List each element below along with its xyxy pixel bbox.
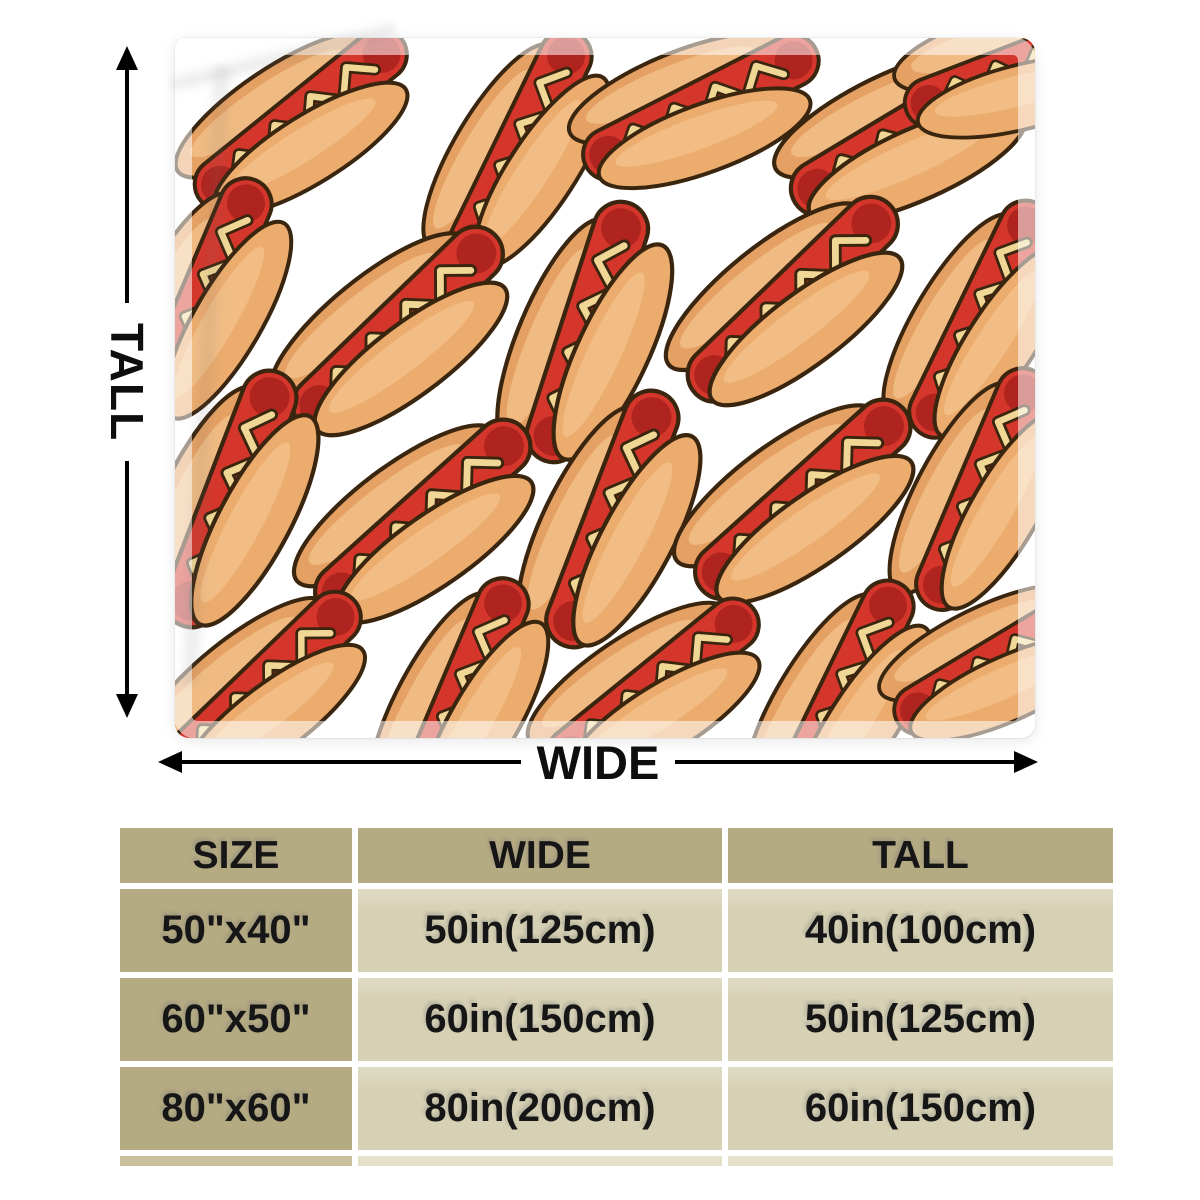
tall-arrow-label: TALL (101, 322, 153, 442)
size-table: SIZE WIDE TALL 50"x40" 50in(125cm) 40in(… (120, 828, 1113, 1166)
hotdog-pattern-svg (175, 38, 1035, 738)
wide-dimension-arrow: WIDE (158, 735, 1038, 789)
arrow-left-icon (158, 751, 182, 773)
tall-arrow-label-wrap: TALL (101, 303, 153, 461)
blanket-preview (169, 18, 1035, 738)
table-cropped-row-cell (358, 1156, 722, 1166)
tall-arrow-line-top (125, 70, 129, 303)
table-cell-size-80x60: 80"x60" (120, 1067, 352, 1150)
table-cell-tall-60x50: 50in(125cm) (728, 978, 1113, 1061)
blanket-hem (175, 38, 1035, 738)
table-cell-size-50x40: 50"x40" (120, 889, 352, 972)
wide-arrow-line-left (182, 760, 521, 764)
arrow-up-icon (116, 46, 138, 70)
table-cell-tall-50x40: 40in(100cm) (728, 889, 1113, 972)
wide-arrow-line-right (675, 760, 1014, 764)
table-cell-wide-60x50: 60in(150cm) (358, 978, 722, 1061)
wide-arrow-label: WIDE (536, 735, 660, 789)
tall-arrow-line-bottom (125, 461, 129, 694)
arrow-down-icon (116, 694, 138, 718)
size-table-header-size: SIZE (120, 828, 352, 883)
tall-dimension-arrow: TALL (101, 46, 153, 718)
table-cropped-row-cell (120, 1156, 352, 1166)
hotdog-pattern-instances (175, 38, 1035, 738)
table-cell-size-60x50: 60"x50" (120, 978, 352, 1061)
table-cell-wide-80x60: 80in(200cm) (358, 1067, 722, 1150)
arrow-right-icon (1014, 751, 1038, 773)
table-cropped-row-cell (728, 1156, 1113, 1166)
size-table-header-wide: WIDE (358, 828, 722, 883)
table-cell-tall-80x60: 60in(150cm) (728, 1067, 1113, 1150)
table-cell-wide-50x40: 50in(125cm) (358, 889, 722, 972)
size-table-header-tall: TALL (728, 828, 1113, 883)
